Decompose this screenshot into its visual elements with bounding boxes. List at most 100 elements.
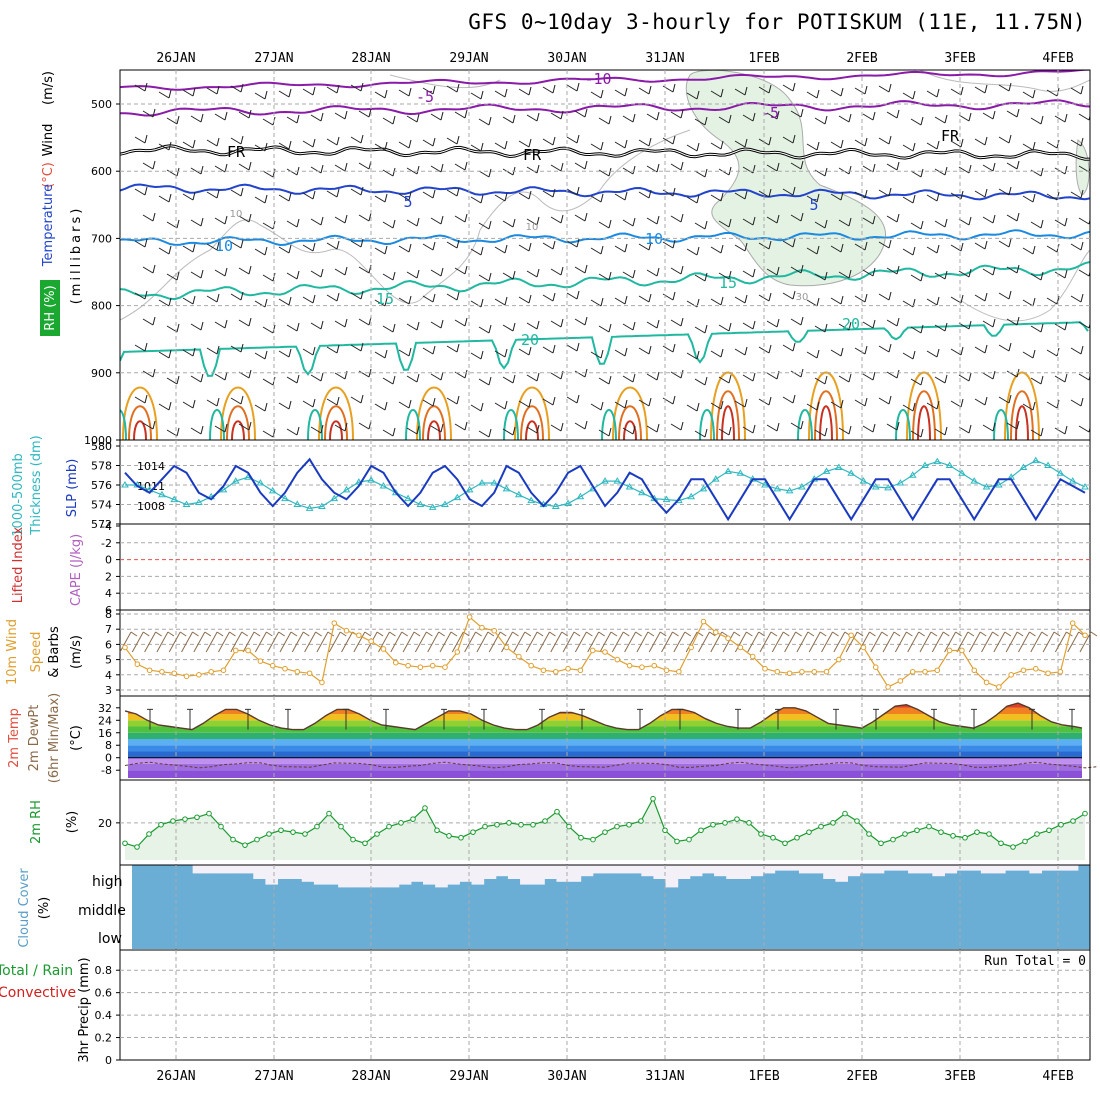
rh-point [542, 818, 548, 824]
wind-barb [358, 266, 370, 274]
wind-barb [576, 342, 580, 352]
wind-barb [1030, 273, 1042, 281]
cloud-gap [835, 865, 848, 882]
wind-barb [204, 631, 212, 637]
rh-point [962, 834, 968, 841]
wind-speed-point [269, 662, 276, 669]
wind-barb [1064, 217, 1068, 227]
wind-barb [830, 89, 842, 97]
wind-barb [1008, 394, 1012, 404]
rh-point [950, 833, 956, 839]
wind-barb [752, 372, 756, 382]
wind-barb [886, 371, 898, 379]
wind-barb [494, 246, 506, 254]
wind-barb [992, 631, 999, 637]
wind-barb [288, 400, 292, 410]
wind-barb [190, 271, 202, 279]
wind-barb [872, 319, 876, 329]
wind-barb [722, 631, 735, 653]
wind-barb [230, 241, 242, 249]
rh-point [230, 836, 236, 843]
wind-barb [478, 274, 490, 282]
date-label-top: 29JAN [449, 51, 488, 66]
wind-speed-point [922, 668, 928, 675]
rh-contour-label: 10 [230, 209, 243, 220]
rh-region [1075, 139, 1090, 196]
rh-point [830, 820, 836, 826]
wind-barb [248, 421, 252, 431]
thickness-point [1068, 477, 1077, 484]
wind-barb [1088, 425, 1090, 433]
wind-barb [286, 324, 298, 332]
wind-barb [360, 394, 364, 404]
date-label-bottom: 4FEB [1042, 1069, 1073, 1084]
wind-barb [992, 214, 996, 224]
wind-barb [872, 215, 876, 225]
wind-barb [502, 324, 514, 332]
cloud-panel [119, 864, 1091, 951]
wind-barb [824, 115, 828, 125]
cloud-gap [544, 865, 557, 879]
wind-barb [536, 112, 540, 122]
wind-barb [776, 318, 780, 328]
wind-barb [550, 268, 562, 276]
wind-barb [302, 348, 314, 356]
wind-barb [566, 396, 578, 404]
cloud-gap [714, 865, 727, 877]
temp-band [128, 739, 1082, 746]
wind-barb [1064, 113, 1068, 123]
wind-barb [584, 108, 588, 118]
wind-barb [1016, 264, 1020, 274]
wind-barb [422, 243, 434, 251]
wind-barb [566, 292, 578, 300]
thickness-tick: 580 [91, 440, 112, 453]
wind-barb [1070, 347, 1082, 355]
wind-barb [368, 368, 372, 378]
cloud-gap [592, 865, 606, 874]
thickness-point [318, 502, 326, 509]
wind-barb [358, 110, 370, 118]
wind-barb [206, 87, 218, 95]
wind-barb [538, 631, 550, 653]
surface-loop [623, 420, 637, 440]
cloud-high-label: high [92, 874, 123, 890]
wind-barb [216, 631, 224, 637]
wind-barb [862, 425, 874, 433]
wind-barb [446, 293, 458, 301]
cloud-gap [459, 865, 473, 882]
wind-barb [206, 399, 218, 407]
rh-point [554, 808, 560, 815]
rh-point [854, 818, 860, 824]
wind-barb [182, 401, 194, 409]
wind-barb [1056, 295, 1060, 305]
wind-barb [960, 398, 964, 408]
wind-barb [144, 290, 148, 300]
surface-loop [618, 405, 642, 440]
surface-loop [819, 405, 833, 440]
wind-barb [800, 316, 804, 326]
rh-point [494, 821, 500, 828]
wind-barb [886, 163, 898, 171]
wind-barb [718, 272, 730, 280]
wind-barb [430, 269, 442, 277]
wind-barb [704, 116, 708, 126]
wind-barb [152, 264, 156, 274]
wind-barb [278, 631, 285, 637]
cloud-gap [859, 865, 873, 874]
wind-barb [752, 320, 756, 330]
wind-barb [401, 631, 409, 637]
wind-barb [278, 142, 290, 150]
wind-speed-point [909, 668, 916, 675]
wind-barb [704, 428, 708, 438]
wind-speed-point [639, 664, 645, 671]
wind-barb [478, 430, 490, 438]
wind-unit: (m/s) [69, 635, 84, 669]
wind-barb [288, 192, 292, 202]
wind-barb [286, 220, 298, 228]
wind-barb [934, 272, 946, 280]
wind-barb [854, 87, 866, 95]
wind-barb [502, 168, 514, 176]
wind-barb [821, 631, 833, 653]
rh-panel: 20 [98, 779, 1091, 866]
surface-loop [814, 390, 838, 440]
